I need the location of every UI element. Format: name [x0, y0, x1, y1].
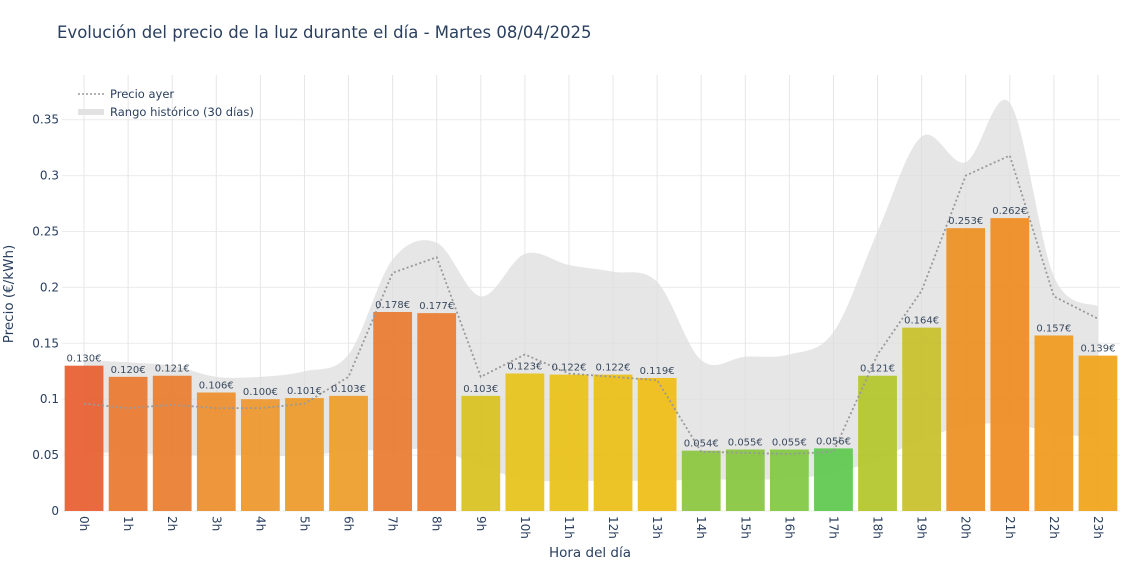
x-tick-label: 20h — [959, 516, 973, 539]
data-labels: 0.130€ 0.120€ 0.121€ 0.106€ 0.100€ 0.101€ 0.10… — [67, 206, 1116, 450]
bar-2h — [152, 375, 192, 511]
x-tick-label: 17h — [826, 516, 840, 539]
x-tick-label: 4h — [253, 516, 267, 531]
bar-value-label: 0.055€ — [772, 438, 807, 449]
x-tick-label: 12h — [606, 516, 620, 539]
y-tick-label: 0.15 — [32, 336, 59, 350]
x-tick-label: 5h — [297, 516, 311, 531]
x-tick-label: 10h — [518, 516, 532, 539]
bar-5h — [285, 398, 324, 511]
bar-23h — [1078, 355, 1118, 511]
bar-value-label: 0.121€ — [860, 364, 895, 375]
bar-4h — [240, 399, 280, 511]
bar-value-label: 0.103€ — [331, 384, 366, 395]
bar-value-label: 0.100€ — [243, 387, 278, 398]
y-tick-label: 0.35 — [32, 113, 59, 127]
bar-1h — [108, 376, 148, 511]
y-axis-ticks: 0 0.05 0.1 0.15 0.2 0.25 0.3 0.35 — [32, 113, 59, 518]
bar-18h — [858, 375, 897, 511]
historic-range-area — [84, 99, 1098, 482]
x-tick-label: 16h — [782, 516, 796, 539]
bar-value-label: 0.130€ — [67, 354, 102, 365]
x-tick-label: 8h — [430, 516, 444, 531]
bar-value-label: 0.123€ — [507, 361, 542, 372]
bar-value-label: 0.122€ — [596, 363, 631, 374]
chart-title: Evolución del precio de la luz durante e… — [57, 23, 591, 42]
historic-range-band — [84, 99, 1098, 482]
x-tick-label: 7h — [386, 516, 400, 531]
x-tick-label: 1h — [121, 516, 135, 531]
legend: Precio ayer Rango histórico (30 días) — [78, 87, 254, 119]
yesterday-price-line — [83, 154, 1099, 455]
x-tick-label: 23h — [1091, 516, 1105, 539]
bar-12h — [593, 374, 633, 511]
bar-value-label: 0.121€ — [155, 364, 190, 375]
bar-value-label: 0.120€ — [111, 365, 146, 376]
bars — [64, 218, 1118, 511]
bar-value-label: 0.106€ — [199, 380, 234, 391]
bar-value-label: 0.122€ — [551, 363, 586, 374]
y-tick-label: 0.25 — [32, 225, 59, 239]
x-axis-title: Hora del día — [549, 545, 631, 561]
bar-21h — [990, 218, 1030, 511]
x-tick-label: 15h — [738, 516, 752, 539]
bar-value-label: 0.056€ — [816, 436, 851, 447]
bar-value-label: 0.119€ — [640, 366, 675, 377]
x-tick-label: 22h — [1047, 516, 1061, 539]
x-tick-label: 13h — [650, 516, 664, 539]
bar-3h — [196, 392, 236, 511]
legend-item-historic-range: Rango histórico (30 días) — [110, 105, 254, 119]
bar-value-label: 0.055€ — [728, 438, 763, 449]
bar-10h — [505, 373, 545, 511]
bar-value-label: 0.262€ — [992, 206, 1027, 217]
bar-8h — [417, 313, 457, 511]
x-tick-label: 21h — [1003, 516, 1017, 539]
y-axis-title: Precio (€/kWh) — [1, 245, 17, 344]
legend-band-swatch — [78, 109, 104, 115]
bar-14h — [681, 450, 721, 511]
bar-value-label: 0.103€ — [463, 384, 498, 395]
x-tick-label: 11h — [562, 516, 576, 539]
y-tick-label: 0 — [51, 504, 59, 518]
bar-0h — [64, 365, 104, 511]
bar-11h — [549, 374, 589, 511]
bar-20h — [946, 228, 986, 511]
bar-6h — [329, 395, 368, 511]
bar-22h — [1034, 335, 1074, 511]
bar-13h — [637, 377, 677, 511]
bar-value-label: 0.101€ — [287, 386, 322, 397]
bar-16h — [769, 449, 809, 511]
x-tick-label: 19h — [915, 516, 929, 539]
y-tick-label: 0.3 — [40, 169, 59, 183]
x-tick-label: 9h — [474, 516, 488, 531]
y-tick-label: 0.05 — [32, 448, 59, 462]
bar-19h — [902, 327, 942, 511]
y-tick-label: 0.2 — [40, 280, 59, 294]
yesterday-line — [83, 154, 1099, 455]
bar-value-label: 0.139€ — [1080, 344, 1115, 355]
bar-value-label: 0.177€ — [419, 301, 454, 312]
bar-17h — [814, 448, 853, 511]
bar-value-label: 0.054€ — [684, 439, 719, 450]
legend-item-yesterday: Precio ayer — [110, 87, 174, 101]
x-tick-label: 2h — [165, 516, 179, 531]
bar-value-label: 0.178€ — [375, 300, 410, 311]
x-tick-label: 0h — [77, 516, 91, 531]
y-tick-label: 0.1 — [40, 392, 59, 406]
x-tick-label: 18h — [871, 516, 885, 539]
x-tick-label: 14h — [694, 516, 708, 539]
bar-7h — [373, 312, 413, 511]
x-tick-label: 6h — [342, 516, 356, 531]
bar-15h — [725, 449, 765, 511]
bar-value-label: 0.253€ — [948, 216, 983, 227]
bar-value-label: 0.157€ — [1036, 323, 1071, 334]
x-tick-label: 3h — [209, 516, 223, 531]
bar-value-label: 0.164€ — [904, 316, 939, 327]
bar-9h — [461, 395, 501, 511]
x-axis-ticks: 0h 1h 2h 3h 4h 5h 6h 7h 8h 9h 10h 11h 12h 13h 14h 15h 16… — [77, 516, 1105, 539]
